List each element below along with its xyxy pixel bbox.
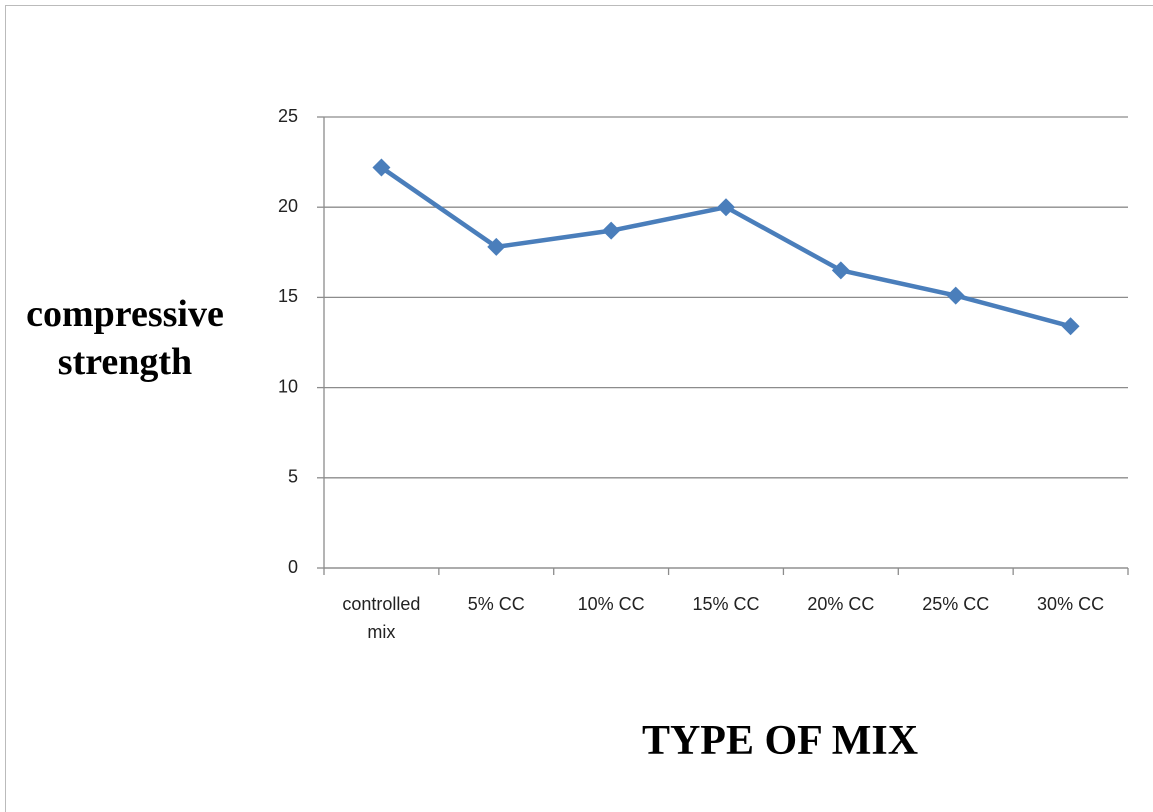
data-point bbox=[1061, 317, 1080, 336]
x-tick-label: 20% CC bbox=[807, 594, 875, 614]
x-axis-title: TYPE OF MIX bbox=[641, 718, 919, 764]
x-tick-label: 15% CC bbox=[692, 594, 760, 614]
data-point bbox=[831, 261, 850, 280]
y-tick-label: 20 bbox=[278, 196, 298, 216]
data-point bbox=[946, 286, 965, 305]
data-point bbox=[372, 158, 391, 177]
y-tick-label: 10 bbox=[278, 376, 298, 396]
data-point bbox=[717, 198, 735, 217]
x-tick-label: 30% CC bbox=[1037, 594, 1105, 614]
y-tick-label: 0 bbox=[288, 557, 298, 577]
x-tick-label: 25% CC bbox=[922, 594, 990, 614]
data-point bbox=[602, 221, 621, 240]
frame bbox=[5, 5, 1153, 812]
data-line bbox=[380, 165, 1072, 329]
y-tick-label: 25 bbox=[278, 106, 298, 126]
data-point bbox=[487, 237, 506, 256]
y-axis-title: compressive strength bbox=[26, 293, 224, 383]
x-tick-label: 5% CC bbox=[467, 594, 525, 614]
y-tick-label: 5 bbox=[288, 467, 298, 487]
x-tick-label: controlled mix bbox=[342, 594, 421, 642]
x-tick-label: 10% CC bbox=[577, 594, 645, 614]
y-tick-label: 15 bbox=[278, 286, 298, 306]
